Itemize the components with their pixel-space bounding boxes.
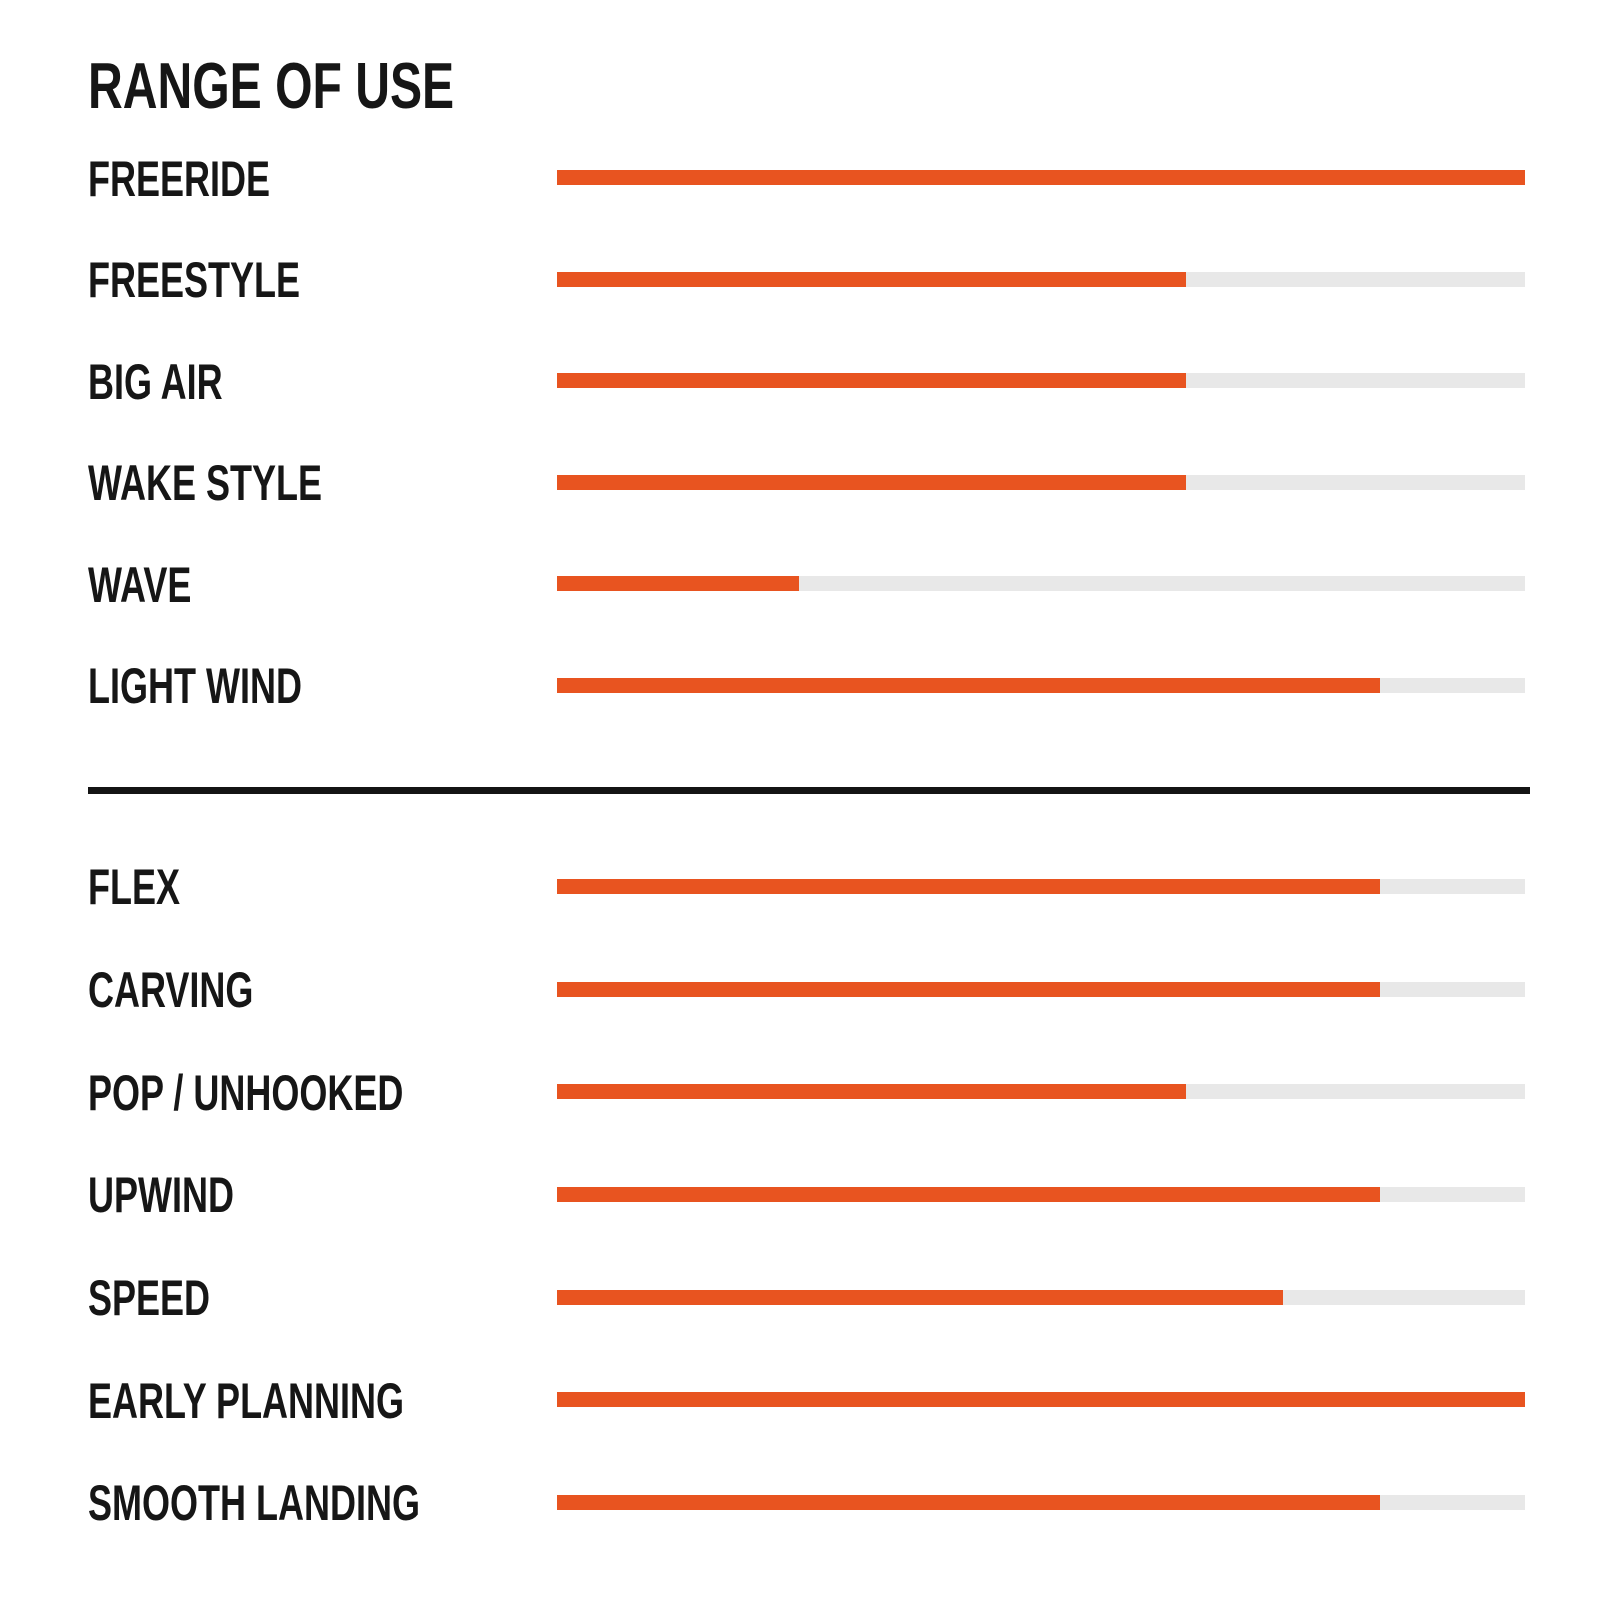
row-label: CARVING bbox=[88, 962, 254, 1019]
chart-title: RANGE OF USE bbox=[88, 49, 455, 122]
row-label: WAKE STYLE bbox=[88, 455, 323, 512]
bar-fill bbox=[557, 878, 1380, 894]
chart-row: FREESTYLE bbox=[0, 229, 1600, 331]
row-label: SMOOTH LANDING bbox=[88, 1475, 420, 1532]
chart-row: BIG AIR bbox=[0, 330, 1600, 432]
row-label: POP / UNHOOKED bbox=[88, 1064, 404, 1121]
bar-fill bbox=[557, 474, 1187, 490]
chart-row: FREERIDE bbox=[0, 127, 1600, 229]
bar-fill bbox=[557, 1186, 1380, 1202]
bar-track bbox=[557, 271, 1525, 287]
chart-row: WAVE bbox=[0, 533, 1600, 635]
chart-row: EARLY PLANNING bbox=[0, 1348, 1600, 1451]
row-label: FREESTYLE bbox=[88, 252, 301, 309]
bar-track bbox=[557, 1186, 1525, 1202]
chart-row: SPEED bbox=[0, 1246, 1600, 1349]
bar-fill bbox=[557, 1289, 1283, 1305]
row-label: SPEED bbox=[88, 1270, 211, 1327]
section-divider bbox=[88, 787, 1530, 794]
bar-track bbox=[557, 1494, 1525, 1510]
bar-fill bbox=[557, 271, 1187, 287]
chart-row: UPWIND bbox=[0, 1143, 1600, 1246]
bar-fill bbox=[557, 981, 1380, 997]
bar-fill bbox=[557, 1494, 1380, 1510]
section-disciplines: FREERIDE FREESTYLE BIG AIR WAKE STYLE WAVE LI… bbox=[0, 127, 1600, 736]
row-label: BIG AIR bbox=[88, 353, 223, 410]
chart-row: CARVING bbox=[0, 938, 1600, 1041]
bar-fill bbox=[557, 1084, 1187, 1100]
row-label: FREERIDE bbox=[88, 150, 271, 207]
row-label: WAVE bbox=[88, 556, 192, 613]
section-characteristics: FLEX CARVING POP / UNHOOKED UPWIND SPEED EARL… bbox=[0, 835, 1600, 1554]
row-label: FLEX bbox=[88, 859, 181, 916]
bar-fill bbox=[557, 373, 1187, 389]
chart-row: SMOOTH LANDING bbox=[0, 1451, 1600, 1554]
chart-row: POP / UNHOOKED bbox=[0, 1040, 1600, 1143]
chart-row: WAKE STYLE bbox=[0, 432, 1600, 534]
row-label: LIGHT WIND bbox=[88, 658, 302, 715]
bar-track bbox=[557, 878, 1525, 894]
bar-track bbox=[557, 373, 1525, 389]
bar-track bbox=[557, 1084, 1525, 1100]
bar-fill bbox=[557, 1392, 1525, 1408]
bar-track bbox=[557, 981, 1525, 997]
bar-fill bbox=[557, 170, 1525, 186]
bar-fill bbox=[557, 576, 799, 592]
row-label: UPWIND bbox=[88, 1167, 234, 1224]
bar-track bbox=[557, 677, 1525, 693]
bar-track bbox=[557, 1289, 1525, 1305]
chart-row: LIGHT WIND bbox=[0, 635, 1600, 737]
bar-track bbox=[557, 474, 1525, 490]
chart-row: FLEX bbox=[0, 835, 1600, 938]
row-label: EARLY PLANNING bbox=[88, 1372, 405, 1429]
bar-track bbox=[557, 576, 1525, 592]
bar-fill bbox=[557, 677, 1380, 693]
bar-track bbox=[557, 1392, 1525, 1408]
bar-track bbox=[557, 170, 1525, 186]
